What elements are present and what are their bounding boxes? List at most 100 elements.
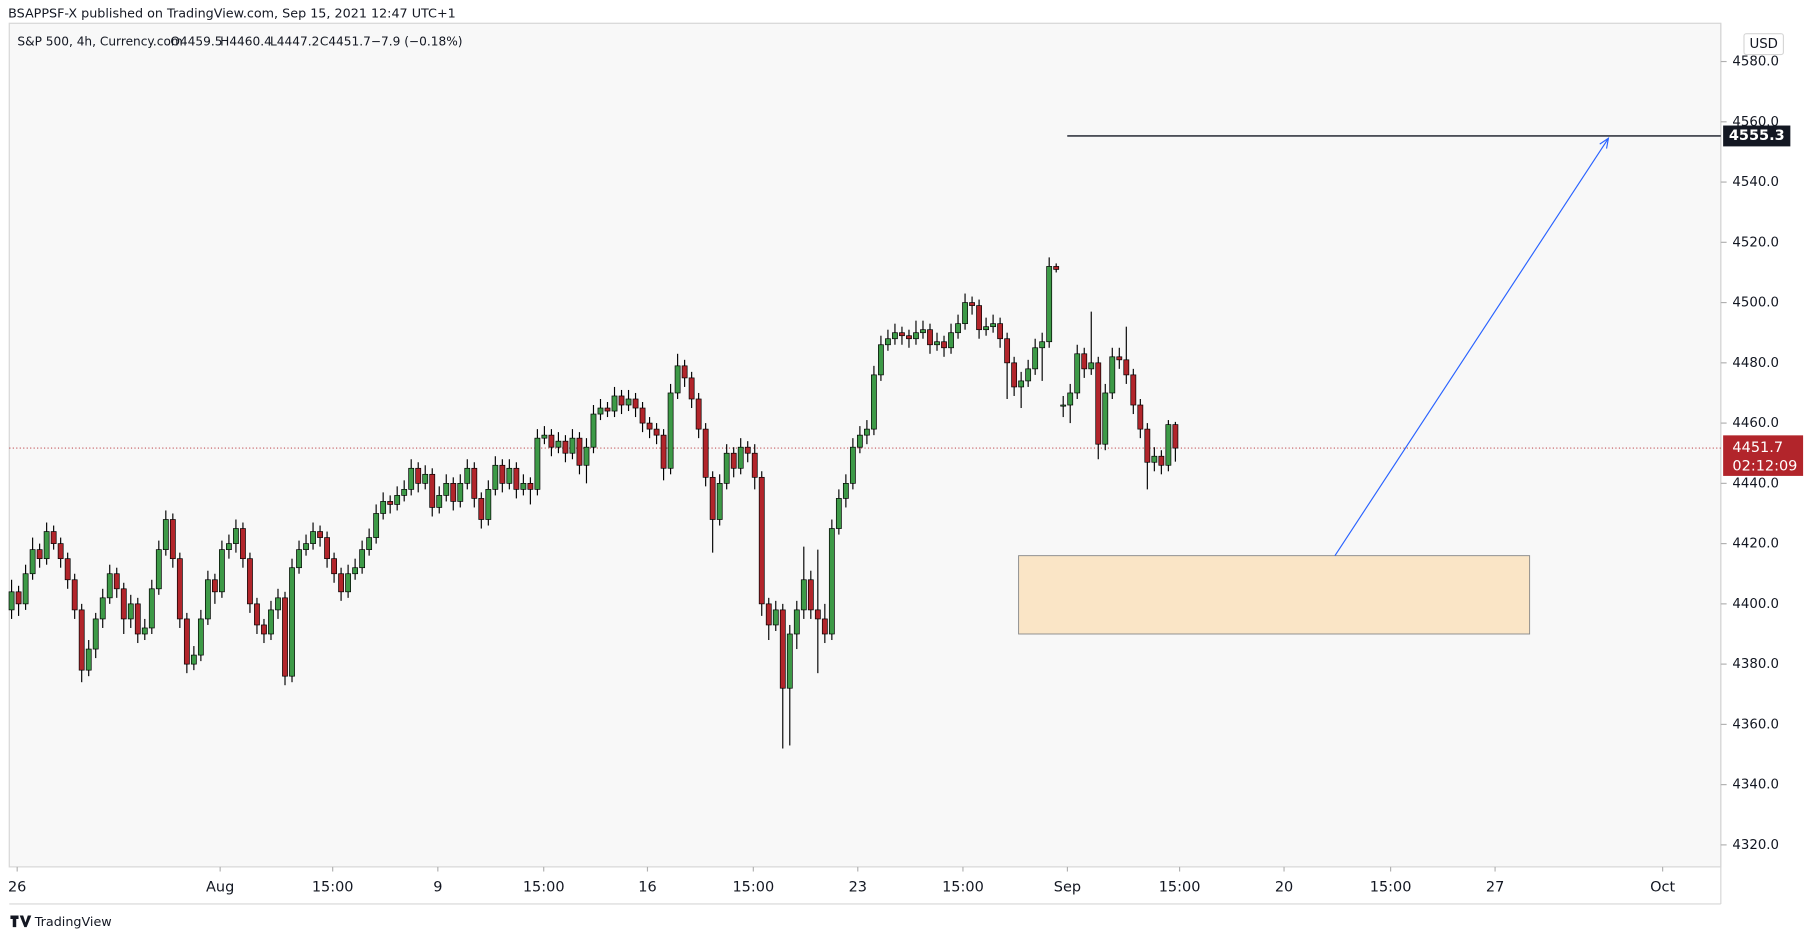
symbol: S&P 500, 4h, Currency.com bbox=[17, 34, 182, 48]
candle-body bbox=[78, 609, 85, 671]
candle-body bbox=[702, 428, 709, 478]
candle-body bbox=[415, 467, 422, 484]
x-tick-label: 26 bbox=[8, 880, 26, 896]
currency-box[interactable] bbox=[1743, 33, 1784, 56]
x-tick-label: 23 bbox=[849, 880, 867, 896]
candle-body bbox=[1109, 356, 1116, 394]
x-tick-label: 15:00 bbox=[1159, 880, 1201, 896]
candle-body bbox=[1095, 362, 1102, 445]
candle-body bbox=[204, 579, 211, 620]
candle-body bbox=[219, 549, 225, 593]
footer: TradingView bbox=[10, 915, 112, 930]
candle-body bbox=[653, 428, 660, 436]
high-label: H4460.4 bbox=[220, 34, 272, 48]
candle-body bbox=[106, 573, 113, 599]
candle-body bbox=[906, 335, 912, 340]
tv-logo bbox=[10, 915, 32, 928]
currency[interactable]: USD bbox=[1749, 37, 1777, 52]
y-tick-label: 4580.0 bbox=[1732, 55, 1779, 70]
candle-body bbox=[492, 464, 499, 490]
y-tick-label: 4500.0 bbox=[1732, 296, 1779, 311]
candle-body bbox=[534, 437, 541, 490]
candle-body bbox=[169, 519, 176, 560]
candle-body bbox=[443, 483, 450, 496]
candle-body bbox=[878, 344, 884, 376]
candle-body bbox=[744, 446, 751, 454]
x-tick-label: 16 bbox=[638, 880, 656, 896]
candle-body bbox=[541, 434, 548, 439]
candle-body bbox=[485, 489, 492, 520]
candle-body bbox=[436, 495, 443, 508]
candle-body bbox=[969, 302, 975, 306]
candle-body bbox=[646, 422, 653, 430]
x-tick-label: 27 bbox=[1486, 880, 1504, 896]
candle-body bbox=[338, 573, 344, 593]
candle-body bbox=[310, 531, 316, 544]
candle-body bbox=[723, 452, 730, 484]
candle-body bbox=[29, 549, 36, 575]
candle-body bbox=[127, 603, 134, 620]
arrow-head bbox=[1599, 137, 1610, 149]
candle-body bbox=[920, 329, 926, 334]
candle-body bbox=[1025, 368, 1032, 382]
x-tick-label: 15:00 bbox=[312, 880, 354, 896]
candle-body bbox=[261, 624, 267, 635]
last-price-label: 4451.7 bbox=[1732, 440, 1783, 456]
candle-body bbox=[506, 467, 513, 484]
candle-body bbox=[1123, 359, 1130, 376]
candle-body bbox=[976, 305, 982, 331]
candle-body bbox=[457, 483, 464, 502]
candle-body bbox=[296, 549, 302, 569]
candle-body bbox=[113, 573, 120, 590]
candle-body bbox=[751, 452, 758, 478]
y-tick-label: 4400.0 bbox=[1732, 597, 1779, 612]
candle-body bbox=[71, 579, 78, 611]
candle-body bbox=[1011, 362, 1018, 388]
candle-body bbox=[955, 323, 961, 334]
y-tick-label: 4440.0 bbox=[1732, 476, 1779, 491]
candle-body bbox=[226, 543, 232, 550]
target-price-label: 4555.3 bbox=[1729, 128, 1785, 144]
candle-body bbox=[471, 467, 478, 499]
candle-body bbox=[1018, 380, 1025, 388]
candle-body bbox=[1088, 362, 1095, 370]
candle-body bbox=[15, 591, 22, 605]
candle-body bbox=[331, 558, 337, 575]
candle-body bbox=[849, 446, 856, 484]
candle-body bbox=[380, 501, 387, 514]
candle-body bbox=[709, 476, 716, 520]
candle-body bbox=[688, 377, 695, 400]
open-label: O4459.5 bbox=[170, 34, 222, 48]
candle-body bbox=[1032, 347, 1039, 370]
candle-body bbox=[254, 603, 260, 626]
candle-body bbox=[611, 395, 618, 412]
candle-body bbox=[821, 618, 828, 635]
candle-body bbox=[716, 483, 723, 520]
candle-body bbox=[303, 543, 309, 550]
x-tick-label: Aug bbox=[206, 880, 234, 896]
candle-body bbox=[772, 609, 779, 626]
candle-body bbox=[1102, 392, 1109, 445]
candle-body bbox=[387, 501, 394, 505]
candle-body bbox=[576, 437, 583, 466]
candle-body bbox=[1130, 374, 1137, 406]
candle-body bbox=[597, 407, 604, 415]
candle-body bbox=[1053, 266, 1060, 270]
candle-body bbox=[758, 476, 765, 605]
candle-body bbox=[885, 338, 891, 346]
candle-body bbox=[765, 603, 772, 626]
demand-zone bbox=[1018, 555, 1531, 635]
candle-body bbox=[569, 437, 576, 454]
candle-body bbox=[695, 398, 702, 430]
candle-body bbox=[57, 543, 64, 560]
candle-body bbox=[183, 618, 190, 665]
candle-body bbox=[1165, 424, 1172, 466]
footer-brand: TradingView bbox=[34, 915, 112, 930]
legend: S&P 500, 4h, Currency.com O4459.5 H4460.… bbox=[17, 34, 462, 48]
candle-body bbox=[1004, 338, 1011, 364]
candle-body bbox=[779, 609, 786, 689]
candle-body bbox=[352, 567, 359, 575]
candle-body bbox=[120, 588, 127, 620]
candle-body bbox=[913, 332, 919, 340]
